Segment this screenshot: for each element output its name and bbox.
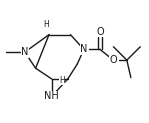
Text: H: H — [44, 20, 49, 29]
Text: N: N — [21, 47, 29, 57]
Text: O: O — [110, 55, 117, 65]
Text: H: H — [59, 76, 65, 85]
Text: N: N — [80, 44, 88, 54]
Text: NH: NH — [44, 91, 59, 101]
Text: O: O — [96, 27, 104, 37]
